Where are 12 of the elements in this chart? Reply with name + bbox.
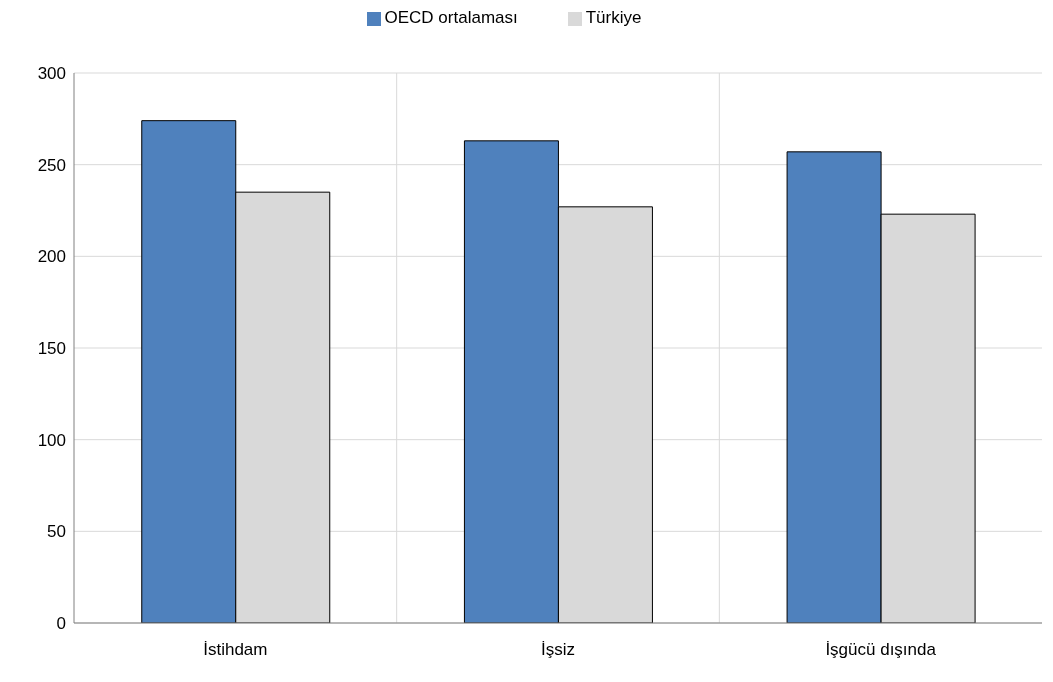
y-tick-label: 0 xyxy=(56,614,66,634)
y-tick-label: 50 xyxy=(47,522,66,542)
y-tick-label: 250 xyxy=(37,155,66,175)
x-tick-label: İşgücü dışında xyxy=(825,640,937,660)
y-tick-label: 150 xyxy=(37,339,66,359)
y-tick-label: 300 xyxy=(37,64,66,84)
x-tick-label: İstihdam xyxy=(203,640,268,660)
y-tick-label: 200 xyxy=(37,247,66,267)
y-tick-label: 100 xyxy=(37,430,66,450)
legend-label: OECD ortalaması xyxy=(384,8,518,27)
legend-label: Türkiye xyxy=(585,8,642,27)
x-tick-label: İşsiz xyxy=(541,640,575,660)
